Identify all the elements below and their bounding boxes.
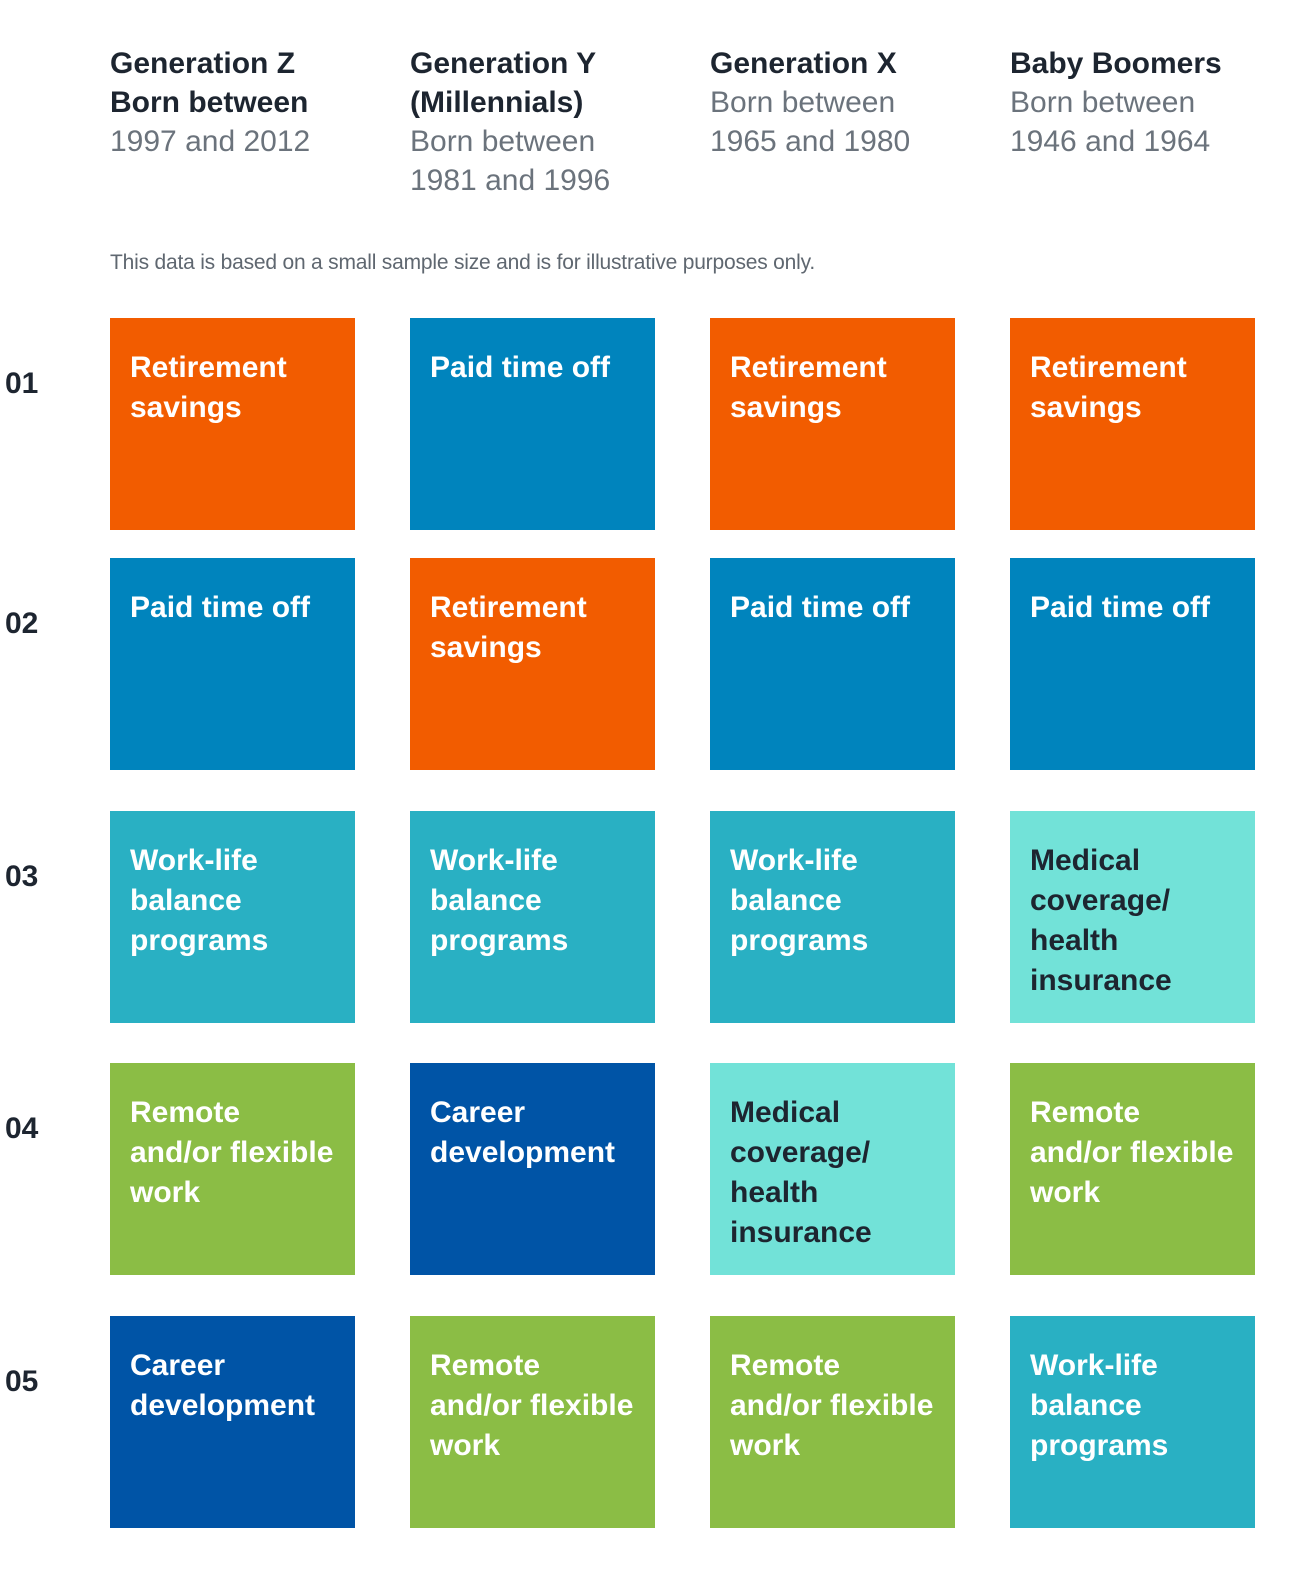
- generation-name-line: Baby Boomers: [1010, 47, 1222, 80]
- birth-range-line: 1981 and 1996: [410, 164, 611, 197]
- benefit-tile-pto: Paid time off: [110, 558, 355, 770]
- benefit-label: Remote and/or flexible work: [730, 1349, 934, 1462]
- benefit-label: Remote and/or flexible work: [130, 1096, 334, 1209]
- benefit-tile-pto: Paid time off: [710, 558, 955, 770]
- benefit-label: Paid time off: [430, 351, 611, 384]
- benefit-tile-medical: Medical coverage/ health insurance: [710, 1063, 955, 1275]
- birth-range-line: Born between: [410, 125, 596, 158]
- benefit-tile-retirement: Retirement savings: [710, 318, 955, 530]
- birth-range-line: Born between: [1010, 86, 1196, 119]
- birth-range-line: Born between: [710, 86, 896, 119]
- benefit-label: Career development: [430, 1096, 616, 1169]
- generation-name-line: Generation Z: [110, 47, 296, 80]
- benefit-label: Work-life balance programs: [1030, 1349, 1169, 1462]
- benefit-label: Paid time off: [1030, 591, 1211, 624]
- benefit-tile-retirement: Retirement savings: [410, 558, 655, 770]
- generation-header: Generation X Born between 1965 and 1980: [710, 44, 1000, 161]
- birth-range-line: 1997 and 2012: [110, 125, 311, 158]
- generation-name-line: (Millennials): [410, 86, 584, 119]
- generation-header: Generation Z Born between 1997 and 2012: [110, 44, 400, 161]
- benefit-label: Retirement savings: [1030, 351, 1187, 424]
- benefit-tile-retirement: Retirement savings: [110, 318, 355, 530]
- benefit-tile-pto: Paid time off: [1010, 558, 1255, 770]
- benefit-tile-remote: Remote and/or flexible work: [710, 1316, 955, 1528]
- sample-size-note: This data is based on a small sample siz…: [110, 251, 815, 274]
- generation-name-line: Generation X: [710, 47, 897, 80]
- benefit-tile-career: Career development: [110, 1316, 355, 1528]
- benefit-tile-worklife: Work-life balance programs: [110, 811, 355, 1023]
- rank-label: 01: [5, 367, 39, 400]
- benefit-label: Retirement savings: [130, 351, 287, 424]
- rank-label: 04: [5, 1112, 39, 1145]
- benefit-tile-pto: Paid time off: [410, 318, 655, 530]
- benefit-label: Retirement savings: [430, 591, 587, 664]
- generation-header: Baby Boomers Born between 1946 and 1964: [1010, 44, 1300, 161]
- benefit-label: Work-life balance programs: [130, 844, 269, 957]
- benefit-label: Retirement savings: [730, 351, 887, 424]
- benefit-label: Remote and/or flexible work: [430, 1349, 634, 1462]
- benefit-tile-worklife: Work-life balance programs: [710, 811, 955, 1023]
- benefit-label: Medical coverage/ health insurance: [730, 1096, 872, 1249]
- benefit-tile-medical: Medical coverage/ health insurance: [1010, 811, 1255, 1023]
- benefit-label: Work-life balance programs: [730, 844, 869, 957]
- benefit-tile-remote: Remote and/or flexible work: [1010, 1063, 1255, 1275]
- birth-range-line: 1946 and 1964: [1010, 125, 1211, 158]
- benefit-tile-remote: Remote and/or flexible work: [110, 1063, 355, 1275]
- benefit-label: Work-life balance programs: [430, 844, 569, 957]
- rank-label: 02: [5, 607, 39, 640]
- benefit-label: Paid time off: [730, 591, 911, 624]
- benefit-label: Medical coverage/ health insurance: [1030, 844, 1172, 997]
- generation-name-line: Generation Y: [410, 47, 597, 80]
- rank-label: 03: [5, 860, 39, 893]
- rank-label: 05: [5, 1365, 39, 1398]
- benefit-label: Career development: [130, 1349, 316, 1422]
- benefit-tile-remote: Remote and/or flexible work: [410, 1316, 655, 1528]
- benefit-tile-retirement: Retirement savings: [1010, 318, 1255, 530]
- benefit-tile-worklife: Work-life balance programs: [410, 811, 655, 1023]
- generation-name-line: Born between: [110, 86, 309, 119]
- benefit-tile-career: Career development: [410, 1063, 655, 1275]
- benefit-label: Remote and/or flexible work: [1030, 1096, 1234, 1209]
- benefit-label: Paid time off: [130, 591, 311, 624]
- generation-header: Generation Y (Millennials) Born between 198…: [410, 44, 700, 200]
- birth-range-line: 1965 and 1980: [710, 125, 911, 158]
- benefit-tile-worklife: Work-life balance programs: [1010, 1316, 1255, 1528]
